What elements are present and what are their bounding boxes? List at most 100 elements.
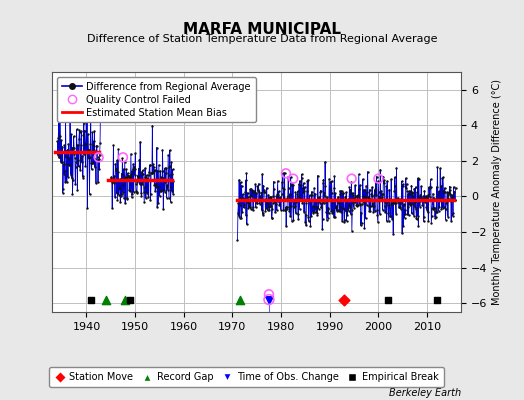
Point [160, 187, 168, 193]
Point [392, 196, 401, 202]
Point [244, 193, 252, 200]
Point [337, 188, 346, 194]
Point [125, 172, 133, 179]
Point [284, 174, 292, 180]
Point [371, 186, 379, 192]
Point [290, 196, 299, 203]
Point [58, 144, 67, 150]
Point [308, 192, 316, 199]
Point [324, 214, 332, 221]
Point [267, 194, 275, 200]
Point [233, 237, 242, 244]
Point [310, 185, 318, 191]
Point [390, 200, 398, 206]
Point [380, 180, 388, 186]
Point [309, 203, 317, 210]
Point [234, 210, 242, 216]
Point [338, 218, 346, 224]
Point [345, 184, 354, 191]
Point [63, 160, 71, 167]
Point [258, 171, 266, 177]
Point [297, 182, 305, 188]
Point [116, 176, 125, 183]
Point [151, 188, 159, 195]
Point [90, 138, 98, 144]
Point [370, 187, 379, 194]
Point [342, 208, 350, 214]
Point [385, 196, 394, 202]
Point [152, 144, 161, 151]
Point [302, 200, 311, 206]
Point [347, 228, 356, 234]
Point [387, 176, 396, 182]
Point [56, 115, 64, 122]
Point [362, 192, 370, 199]
Point [330, 185, 338, 192]
Point [130, 171, 139, 178]
Point [418, 201, 427, 208]
Point [396, 204, 405, 210]
Point [86, 154, 94, 160]
Point [394, 198, 402, 205]
Point [346, 204, 354, 210]
Point [240, 202, 248, 208]
Point [446, 191, 454, 198]
Point [155, 162, 163, 168]
Point [333, 208, 341, 214]
Point [362, 182, 370, 189]
Point [261, 208, 270, 214]
Point [289, 217, 298, 223]
Point [373, 206, 381, 213]
Point [124, 174, 133, 180]
Point [400, 214, 409, 221]
Point [365, 207, 374, 214]
Point [247, 193, 256, 199]
Point [57, 159, 66, 165]
Point [79, 172, 87, 179]
Point [239, 204, 248, 211]
Point [294, 211, 302, 217]
Point [358, 196, 367, 203]
Point [436, 165, 444, 171]
Point [149, 164, 158, 170]
Point [358, 201, 366, 208]
Point [276, 194, 284, 200]
Point [371, 208, 379, 215]
Point [77, 142, 85, 148]
Point [291, 202, 299, 209]
Point [312, 198, 320, 204]
Point [95, 166, 103, 172]
Point [102, 296, 110, 303]
Point [394, 194, 402, 201]
Point [261, 197, 269, 203]
Point [377, 196, 385, 202]
Point [263, 185, 271, 191]
Point [152, 184, 160, 190]
Point [340, 296, 348, 303]
Point [89, 142, 97, 148]
Point [146, 197, 155, 203]
Point [84, 155, 93, 162]
Point [271, 209, 279, 216]
Point [332, 204, 341, 210]
Point [109, 142, 117, 149]
Point [77, 155, 85, 162]
Point [110, 173, 118, 179]
Point [350, 192, 358, 198]
Point [293, 190, 301, 197]
Point [130, 166, 139, 172]
Point [272, 200, 280, 207]
Point [439, 174, 447, 181]
Point [147, 190, 155, 197]
Point [250, 197, 259, 204]
Point [70, 133, 78, 140]
Point [169, 178, 178, 184]
Point [250, 189, 258, 196]
Point [167, 159, 176, 166]
Point [406, 202, 414, 208]
Point [238, 191, 247, 198]
Point [132, 188, 140, 194]
Point [167, 184, 175, 190]
Point [146, 162, 154, 169]
Point [392, 165, 401, 171]
